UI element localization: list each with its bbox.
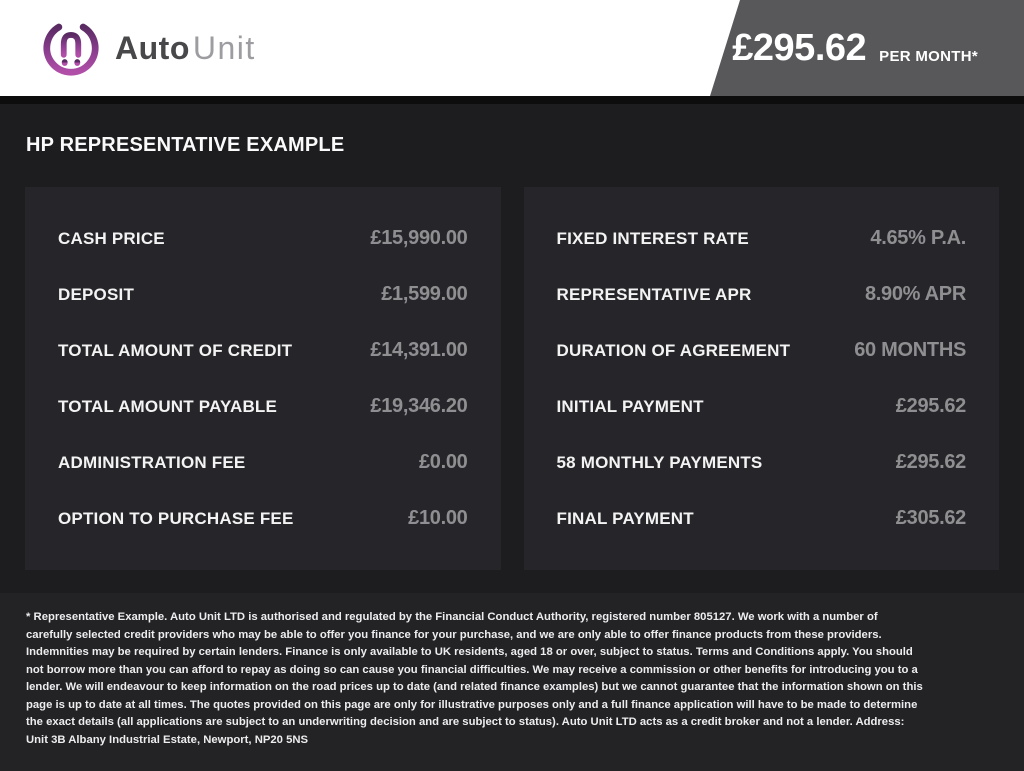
row-value: £1,599.00 — [381, 283, 468, 306]
row-final-payment: FINAL PAYMENT £305.62 — [557, 507, 967, 530]
disclaimer-text: * Representative Example. Auto Unit LTD … — [26, 611, 923, 746]
disclaimer-section: * Representative Example. Auto Unit LTD … — [0, 593, 1024, 771]
row-value: £10.00 — [408, 506, 468, 529]
row-monthly-payments: 58 MONTHLY PAYMENTS £295.62 — [557, 451, 967, 474]
row-option-to-purchase-fee: OPTION TO PURCHASE FEE £10.00 — [58, 507, 468, 530]
price-banner: £295.62 PER MONTH* — [710, 0, 1024, 96]
brand-name-auto: Auto — [115, 29, 190, 66]
row-value: £0.00 — [418, 450, 468, 473]
row-value: £295.62 — [895, 450, 967, 473]
row-administration-fee: ADMINISTRATION FEE £0.00 — [58, 451, 468, 474]
finance-panel-left: CASH PRICE £15,990.00 DEPOSIT £1,599.00 … — [25, 187, 501, 570]
row-label: INITIAL PAYMENT — [556, 396, 704, 416]
row-value: £295.62 — [895, 394, 967, 417]
row-label: DEPOSIT — [58, 285, 135, 305]
row-total-amount-payable: TOTAL AMOUNT PAYABLE £19,346.20 — [58, 395, 468, 418]
row-label: FINAL PAYMENT — [556, 508, 694, 528]
row-value: 4.65% P.A. — [870, 227, 966, 250]
brand-wordmark: Auto Unit — [115, 30, 256, 67]
row-representative-apr: REPRESENTATIVE APR 8.90% APR — [557, 283, 967, 306]
row-label: CASH PRICE — [58, 229, 165, 249]
brand-logo[interactable]: Auto Unit — [0, 0, 256, 96]
row-value: 60 MONTHS — [854, 339, 966, 362]
finance-panels: CASH PRICE £15,990.00 DEPOSIT £1,599.00 … — [25, 187, 999, 570]
page-title: HP REPRESENTATIVE EXAMPLE — [26, 134, 345, 156]
row-value: £14,391.00 — [370, 339, 468, 362]
autounit-logo-icon — [43, 23, 99, 76]
monthly-price-amount: £295.62 — [732, 26, 867, 69]
row-label: REPRESENTATIVE APR — [556, 285, 752, 305]
row-duration-of-agreement: DURATION OF AGREEMENT 60 MONTHS — [557, 339, 967, 362]
row-label: DURATION OF AGREEMENT — [556, 341, 791, 361]
row-label: FIXED INTEREST RATE — [556, 229, 749, 249]
row-initial-payment: INITIAL PAYMENT £295.62 — [557, 395, 967, 418]
row-deposit: DEPOSIT £1,599.00 — [58, 283, 468, 306]
brand-name-unit: Unit — [192, 29, 256, 66]
row-label: 58 MONTHLY PAYMENTS — [556, 452, 763, 472]
row-label: TOTAL AMOUNT OF CREDIT — [58, 341, 293, 361]
row-cash-price: CASH PRICE £15,990.00 — [58, 227, 468, 250]
row-value: 8.90% APR — [864, 283, 966, 306]
row-value: £19,346.20 — [370, 394, 468, 417]
row-fixed-interest-rate: FIXED INTEREST RATE 4.65% P.A. — [557, 227, 967, 250]
header-divider — [0, 96, 1024, 104]
row-label: ADMINISTRATION FEE — [58, 452, 246, 472]
row-value: £305.62 — [895, 506, 967, 529]
row-label: TOTAL AMOUNT PAYABLE — [58, 396, 278, 416]
monthly-price-period: PER MONTH* — [879, 47, 978, 65]
row-label: OPTION TO PURCHASE FEE — [58, 508, 294, 528]
row-value: £15,990.00 — [370, 227, 468, 250]
site-header: Auto Unit £295.62 PER MONTH* — [0, 0, 1024, 96]
row-total-amount-of-credit: TOTAL AMOUNT OF CREDIT £14,391.00 — [58, 339, 468, 362]
finance-panel-right: FIXED INTEREST RATE 4.65% P.A. REPRESENT… — [523, 187, 999, 570]
